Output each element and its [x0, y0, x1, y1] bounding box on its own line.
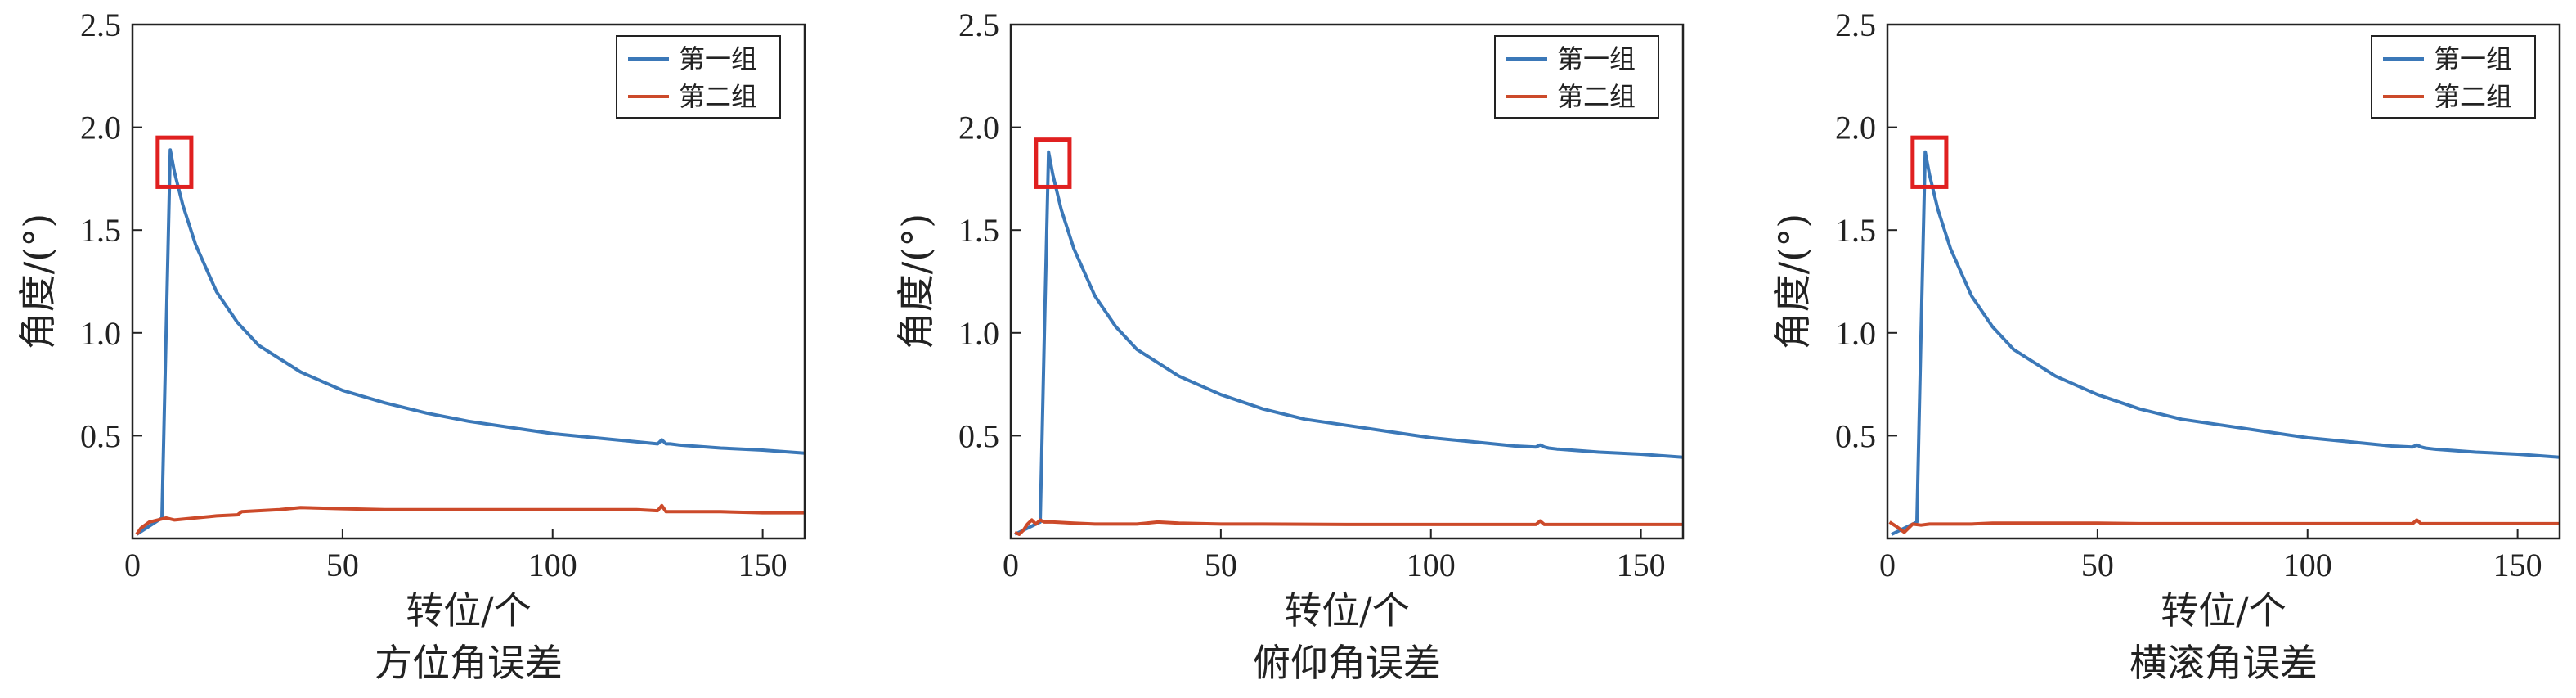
y-axis-label: 角度/(°): [1770, 214, 1815, 349]
x-axis-label: 转位/个: [406, 588, 532, 633]
series-line-1: [136, 148, 805, 536]
legend-box: [616, 35, 781, 119]
series-line-2: [135, 503, 805, 536]
chart-title: 方位角误差: [375, 641, 563, 685]
x-tick-label: 100: [528, 547, 577, 583]
y-tick-label: 2.0: [1835, 110, 1876, 146]
series-line-1: [1014, 150, 1683, 536]
y-tick-label: 0.5: [958, 417, 999, 454]
legend-label-2: 第二组: [1557, 81, 1636, 112]
chart-title: 俯仰角误差: [1253, 641, 1441, 685]
x-tick-label: 150: [2493, 547, 2542, 583]
y-tick-label: 2.0: [80, 110, 121, 146]
y-tick-label: 2.5: [1835, 7, 1876, 43]
x-tick-label: 0: [1003, 547, 1019, 583]
chart-title: 横滚角误差: [2129, 641, 2318, 685]
x-axis-label: 转位/个: [2161, 588, 2287, 633]
x-tick-label: 150: [738, 547, 788, 583]
peak-highlight-box: [1034, 137, 1072, 189]
y-tick-label: 2.0: [958, 110, 999, 146]
legend-box: [2371, 35, 2536, 119]
x-tick-label: 150: [1617, 547, 1666, 583]
legend-box: [1494, 35, 1659, 119]
y-tick-label: 1.0: [958, 315, 999, 352]
legend-label-1: 第一组: [1557, 43, 1636, 74]
plot-frame: [1886, 23, 2561, 540]
x-tick-label: 0: [124, 547, 141, 583]
y-tick-label: 0.5: [1835, 417, 1876, 454]
legend-label-1: 第一组: [2434, 43, 2512, 74]
peak-highlight-box: [1910, 135, 1949, 189]
series-line-1: [1891, 150, 2560, 536]
y-tick-label: 0.5: [80, 417, 121, 454]
x-tick-label: 100: [2283, 547, 2332, 583]
x-tick-label: 0: [1879, 547, 1896, 583]
x-tick-label: 50: [326, 547, 359, 583]
y-tick-label: 1.0: [1835, 315, 1876, 352]
x-tick-label: 50: [2081, 547, 2114, 583]
y-axis-label: 角度/(°): [894, 214, 938, 349]
plot-frame: [131, 23, 806, 540]
peak-highlight-box: [155, 135, 194, 189]
y-tick-label: 2.5: [80, 7, 121, 43]
y-tick-label: 1.5: [80, 212, 121, 249]
y-tick-label: 1.5: [958, 212, 999, 249]
y-tick-label: 1.5: [1835, 212, 1876, 249]
y-axis-label: 角度/(°): [16, 214, 60, 349]
y-tick-label: 1.0: [80, 315, 121, 352]
x-tick-label: 100: [1407, 547, 1456, 583]
series-line-2: [1014, 518, 1683, 536]
legend-label-2: 第二组: [679, 81, 757, 112]
x-tick-label: 50: [1205, 547, 1237, 583]
plot-frame: [1009, 23, 1685, 540]
legend-label-2: 第二组: [2434, 81, 2512, 112]
series-line-2: [1888, 518, 2560, 534]
legend-label-1: 第一组: [679, 43, 757, 74]
x-axis-label: 转位/个: [1284, 588, 1410, 633]
y-tick-label: 2.5: [958, 7, 999, 43]
